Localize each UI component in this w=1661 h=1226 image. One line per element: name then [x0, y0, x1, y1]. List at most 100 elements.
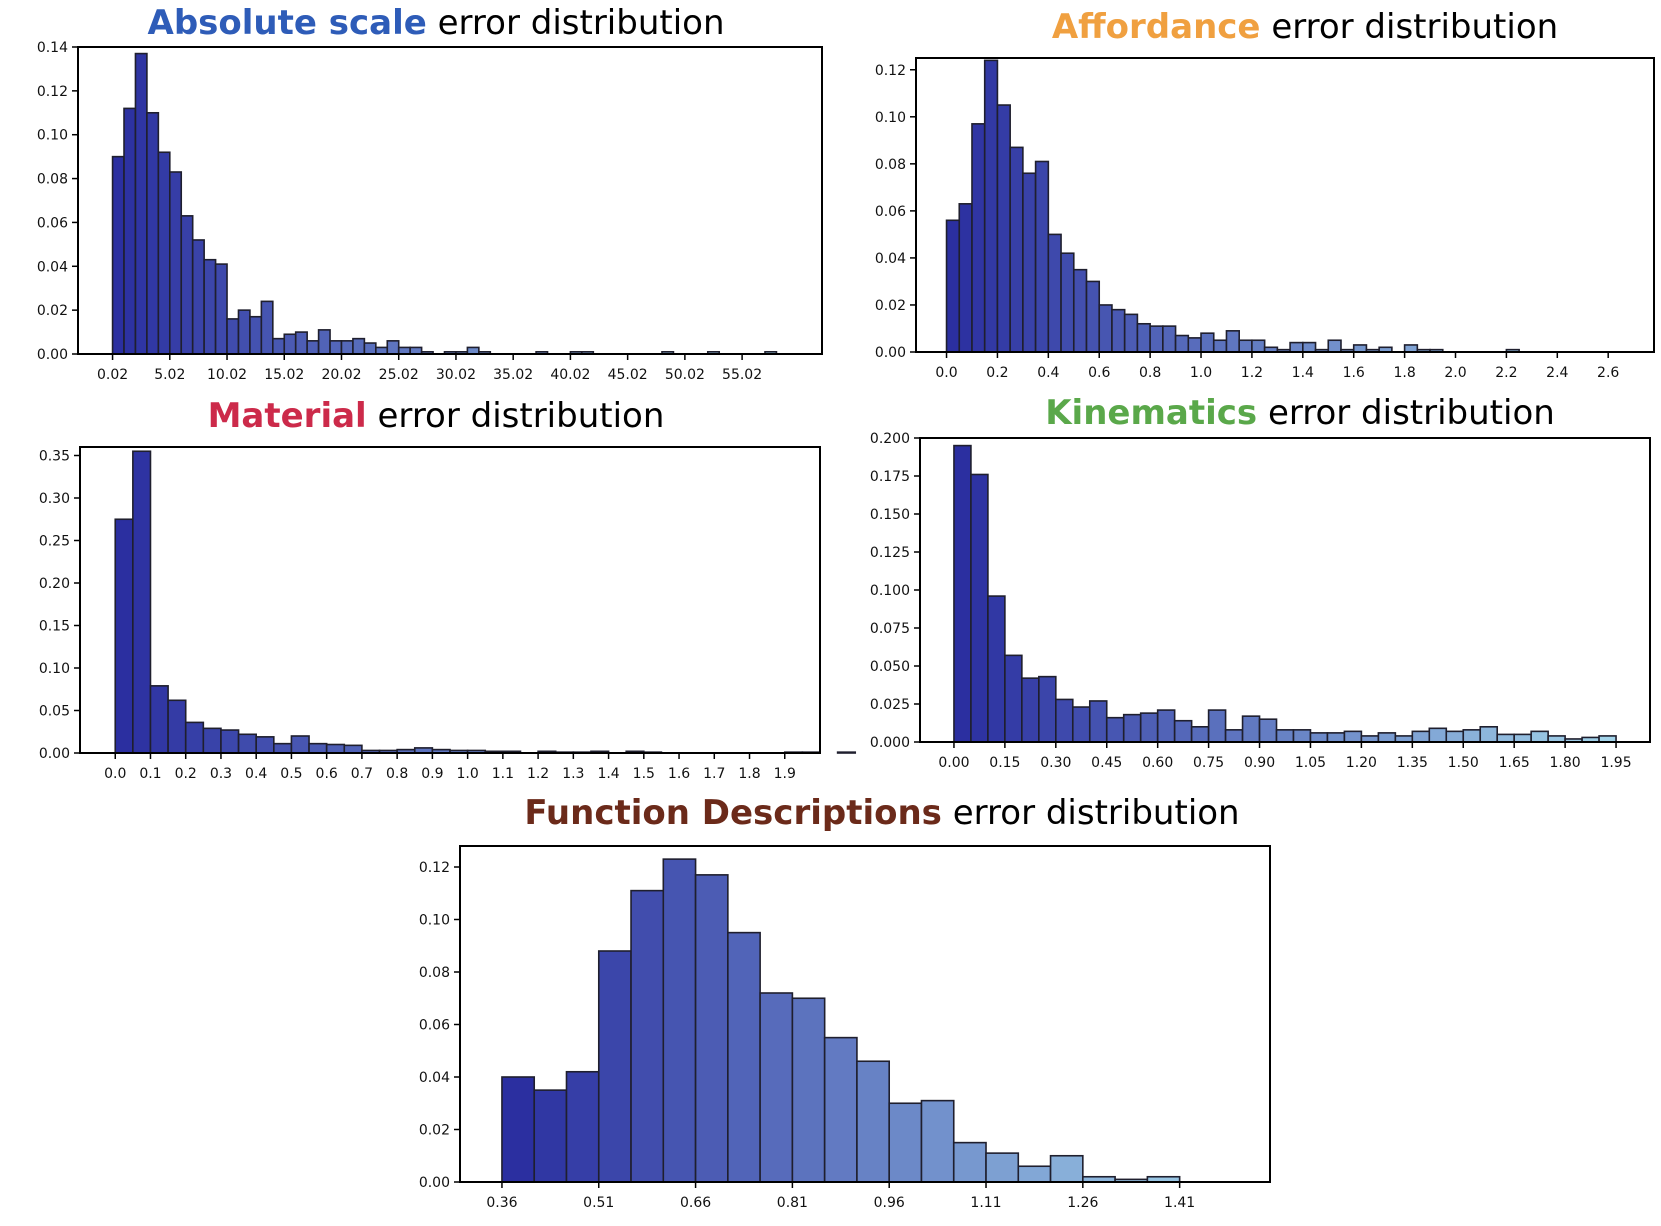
histogram-bar [1327, 339, 1342, 353]
x-tick-label: 25.02 [379, 367, 419, 383]
axes-frame [915, 57, 1655, 353]
x-tick-label: 10.02 [207, 367, 247, 383]
x-tick-label: 1.9 [774, 766, 796, 782]
histogram-bar [1462, 729, 1482, 743]
x-tick-label: 0.00 [938, 755, 969, 771]
x-tick-label: 1.1 [492, 766, 514, 782]
x-tick-label: 15.02 [264, 367, 304, 383]
histogram-bar [260, 300, 274, 355]
y-tick-label: 0.150 [870, 507, 910, 523]
x-tick-label: 0.4 [1037, 365, 1059, 381]
title-rest: error distribution [953, 793, 1240, 833]
x-tick-label: 1.2 [1241, 365, 1263, 381]
x-tick-label: 0.0 [104, 766, 126, 782]
histogram-bar [168, 171, 183, 355]
x-tick-label: 1.41 [1164, 1195, 1195, 1211]
histogram-bar [214, 263, 228, 355]
histogram-bar [343, 744, 363, 754]
histogram-bar [1071, 706, 1091, 743]
histogram-bar [294, 331, 308, 355]
x-tick-label: 1.05 [1295, 755, 1326, 771]
x-tick-label: 35.02 [493, 367, 533, 383]
y-tick-label: 0.10 [419, 913, 450, 929]
histogram-bar [1238, 339, 1253, 353]
histogram-bar [114, 518, 134, 754]
histogram-bar [1479, 725, 1499, 743]
histogram-bar [283, 333, 297, 355]
x-tick-label: 0.96 [874, 1195, 905, 1211]
histogram-bar [184, 721, 205, 754]
histogram-bar [1049, 1154, 1084, 1183]
x-tick-label: 0.7 [351, 766, 373, 782]
histogram-bar [985, 1152, 1020, 1183]
x-tick-label: 2.0 [1444, 365, 1466, 381]
axes-frame [79, 446, 821, 754]
histogram-bar [1224, 729, 1244, 743]
x-tick-label: 30.02 [436, 367, 476, 383]
x-tick-label: 1.7 [703, 766, 725, 782]
histogram-bar [1139, 712, 1159, 743]
axes-frame [459, 845, 1271, 1183]
histogram-bar [1149, 325, 1164, 353]
x-tick-label: 1.2 [527, 766, 549, 782]
x-tick-label: 2.2 [1495, 365, 1517, 381]
y-tick-label: 0.025 [870, 697, 910, 713]
x-tick-label: 1.26 [1067, 1195, 1098, 1211]
chart-affordance: Affordance error distribution 0.00 0.02 0.… [875, 7, 1655, 381]
x-tick-label: 0.51 [583, 1195, 614, 1211]
histogram-bar [180, 215, 194, 355]
y-tick-label: 0.075 [870, 621, 910, 637]
y-tick-label: 0.04 [875, 251, 906, 267]
histogram-bar [329, 340, 343, 355]
histogram-bar [352, 337, 366, 355]
histogram-bar [533, 1089, 568, 1183]
y-tick-label: 0.35 [39, 449, 70, 465]
histogram-bar [1004, 654, 1023, 743]
histogram-bar [1111, 308, 1126, 353]
histogram-bar [1352, 344, 1368, 353]
histogram-bar [1326, 732, 1346, 743]
y-tick-label: 0.20 [39, 576, 70, 592]
x-tick-label: 0.6 [316, 766, 338, 782]
histogram-bar [1038, 675, 1057, 743]
y-tick-label: 0.06 [419, 1018, 450, 1034]
histogram-bar [203, 258, 217, 355]
title-highlight: Function Descriptions [524, 793, 942, 833]
histogram-bar [694, 874, 729, 1183]
histogram-bar [1212, 339, 1228, 353]
histogram-bar [1513, 733, 1532, 743]
histogram-bar [1530, 730, 1549, 743]
chart-title: Affordance error distribution [1052, 7, 1558, 47]
chart-absolute-scale: Absolute scale error distribution 0.00 0.… [37, 3, 823, 383]
y-tick-label: 0.00 [37, 347, 68, 363]
histogram-bar [1187, 337, 1202, 353]
histogram-bar [823, 1036, 858, 1183]
x-tick-label: 0.8 [386, 766, 408, 782]
histogram-bar [249, 315, 263, 355]
histogram-bar [971, 123, 986, 353]
y-tick-label: 0.10 [39, 661, 70, 677]
x-tick-label: 0.9 [421, 766, 443, 782]
histogram-bar [123, 107, 137, 355]
y-tick-label: 0.050 [870, 659, 910, 675]
x-tick-label: 1.35 [1397, 755, 1428, 771]
y-tick-label: 0.00 [875, 345, 906, 361]
title-rest: error distribution [378, 396, 665, 436]
histogram-bar [1275, 729, 1295, 743]
x-tick-label: 0.0 [935, 365, 957, 381]
histogram-bar [1088, 700, 1108, 743]
y-tick-label: 0.10 [875, 110, 906, 126]
x-tick-label: 1.0 [1190, 365, 1212, 381]
y-tick-label: 0.04 [37, 259, 68, 275]
histogram-bar [272, 337, 286, 355]
histogram-bar [1055, 698, 1074, 743]
y-tick-label: 0.00 [39, 746, 70, 762]
histogram-bar [1021, 677, 1040, 743]
chart-title: Absolute scale error distribution [148, 3, 725, 43]
y-tick-label: 0.08 [875, 157, 906, 173]
x-tick-label: 2.6 [1597, 365, 1619, 381]
histogram-bar [1122, 713, 1142, 743]
x-tick-label: 0.75 [1193, 755, 1224, 771]
histogram-bar [953, 444, 972, 743]
histogram-bar [317, 329, 331, 355]
